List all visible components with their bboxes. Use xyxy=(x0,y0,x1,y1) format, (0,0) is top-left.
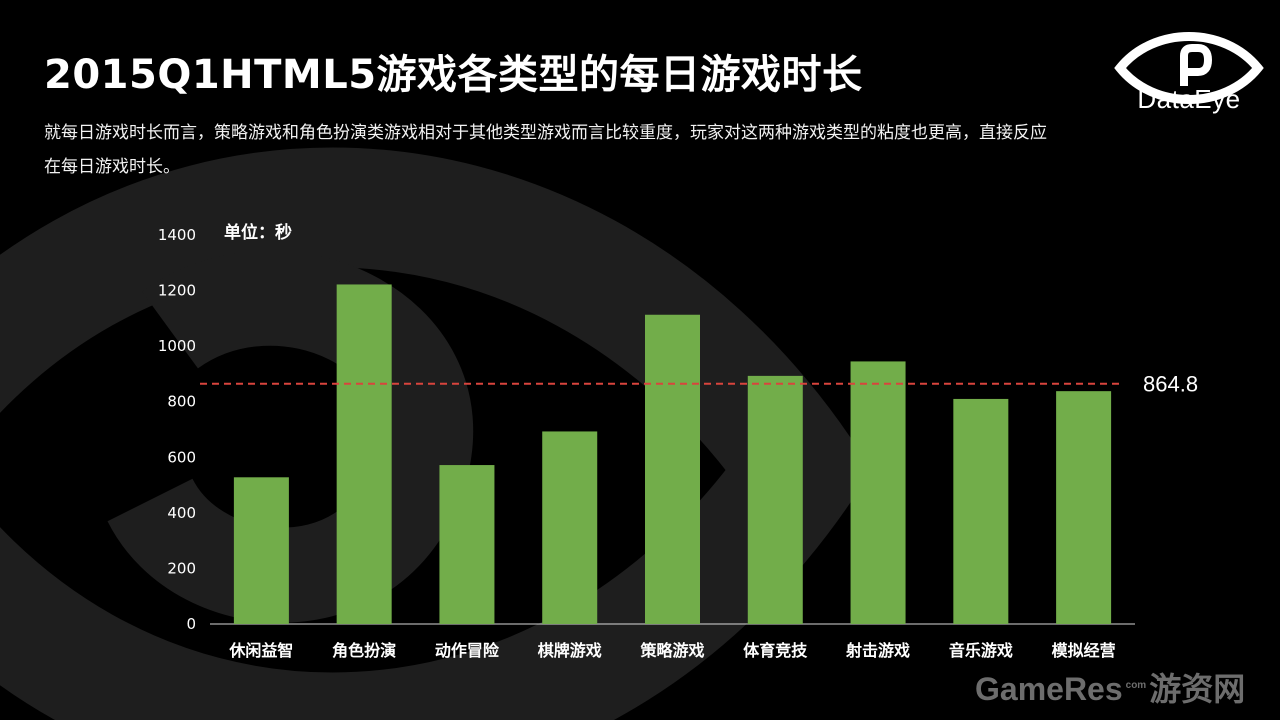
y-tick-label: 200 xyxy=(167,559,196,577)
x-tick-label: 休闲益智 xyxy=(228,641,293,660)
page-description: 就每日游戏时长而言，策略游戏和角色扮演类游戏相对于其他类型游戏而言比较重度，玩家… xyxy=(44,123,1047,177)
y-tick-label: 400 xyxy=(167,504,196,522)
x-tick-label: 体育竞技 xyxy=(743,641,808,660)
bar xyxy=(953,398,1009,624)
x-tick-label: 策略游戏 xyxy=(639,641,704,660)
average-label: 864.8 xyxy=(1143,372,1198,397)
x-axis-labels: 休闲益智 角色扮演 动作冒险 棋牌游戏 策略游戏 体育竞技 射击游戏 音乐游戏 模拟经营 xyxy=(228,641,1115,660)
x-tick-label: 射击游戏 xyxy=(845,641,910,660)
x-tick-label: 音乐游戏 xyxy=(949,641,1013,660)
y-tick-label: 1400 xyxy=(158,226,196,244)
watermark-cn: 游资网 xyxy=(1149,671,1246,707)
y-tick-label: 0 xyxy=(186,615,196,633)
y-tick-label: 1000 xyxy=(158,337,196,355)
bar xyxy=(542,431,598,624)
bar xyxy=(747,375,803,624)
bar xyxy=(850,361,906,624)
chart-unit-label: 单位：秒 xyxy=(224,223,292,243)
y-axis-ticks: 0 200 400 600 800 1000 1200 1400 xyxy=(158,226,196,633)
watermark-small: com xyxy=(1125,680,1147,692)
bar xyxy=(645,314,700,624)
page-title: 2015Q1HTML5游戏各类型的每日游戏时长 xyxy=(44,52,863,98)
watermark-main: GameRes xyxy=(975,671,1123,707)
gameres-watermark: GameRes com游资网 xyxy=(975,664,1245,710)
logo-text: DataEye xyxy=(1137,84,1241,114)
bar xyxy=(439,465,495,624)
y-tick-label: 800 xyxy=(167,393,196,411)
bar xyxy=(1056,391,1112,624)
bar xyxy=(336,284,392,624)
bar xyxy=(233,477,289,624)
bars xyxy=(233,284,1112,624)
x-tick-label: 模拟经营 xyxy=(1052,641,1116,660)
x-tick-label: 角色扮演 xyxy=(332,641,396,660)
y-tick-label: 600 xyxy=(167,448,196,466)
dataeye-logo-icon xyxy=(1114,32,1264,104)
x-tick-label: 动作冒险 xyxy=(435,641,500,660)
y-tick-label: 1200 xyxy=(158,282,196,300)
x-tick-label: 棋牌游戏 xyxy=(538,641,602,660)
